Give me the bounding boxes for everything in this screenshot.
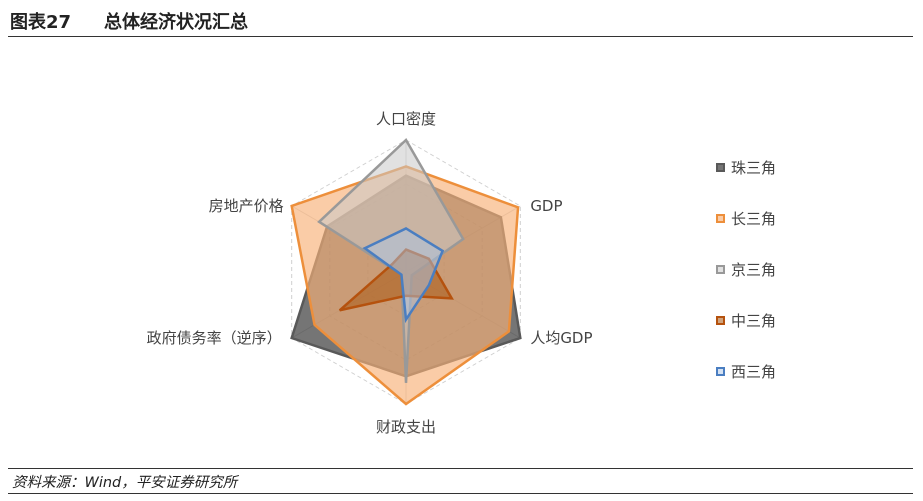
legend-label: 京三角 <box>731 261 777 279</box>
legend-swatch <box>716 214 725 223</box>
legend-swatch <box>716 265 725 274</box>
axis-label: 财政支出 <box>376 418 436 436</box>
source-note: 资料来源：Wind，平安证券研究所 <box>12 475 238 491</box>
legend-item: 京三角 <box>716 244 776 295</box>
footer-divider-bottom <box>8 493 913 494</box>
legend-swatch <box>716 316 725 325</box>
figure-title: 总体经济状况汇总 <box>104 12 248 33</box>
radar-chart: 人口密度 GDP 人均GDP 财政支出 政府债务率（逆序） 房地产价格 <box>147 110 593 436</box>
figure-number: 图表27 <box>10 12 72 33</box>
series-polygon <box>362 227 445 324</box>
legend-label: 中三角 <box>731 312 777 330</box>
axis-label: 房地产价格 <box>209 197 284 215</box>
radar-series <box>290 138 522 406</box>
legend-item: 长三角 <box>716 193 776 244</box>
legend-label: 西三角 <box>731 363 777 381</box>
axis-label: 政府债务率（逆序） <box>147 329 282 347</box>
footer-divider-top <box>8 468 913 469</box>
legend-label: 长三角 <box>731 210 777 228</box>
axis-label: GDP <box>530 197 562 215</box>
legend-swatch <box>716 367 725 376</box>
legend-item: 中三角 <box>716 295 776 346</box>
figure-header: 图表27 总体经济状况汇总 <box>8 0 913 37</box>
legend-item: 珠三角 <box>716 142 776 193</box>
legend-swatch <box>716 163 725 172</box>
legend-item: 西三角 <box>716 346 776 397</box>
axis-label: 人均GDP <box>530 329 592 347</box>
legend-label: 珠三角 <box>731 159 777 177</box>
axis-label: 人口密度 <box>376 110 436 128</box>
legend: 珠三角长三角京三角中三角西三角 <box>716 142 776 397</box>
axis-labels: 人口密度 GDP 人均GDP 财政支出 政府债务率（逆序） 房地产价格 <box>147 110 593 436</box>
